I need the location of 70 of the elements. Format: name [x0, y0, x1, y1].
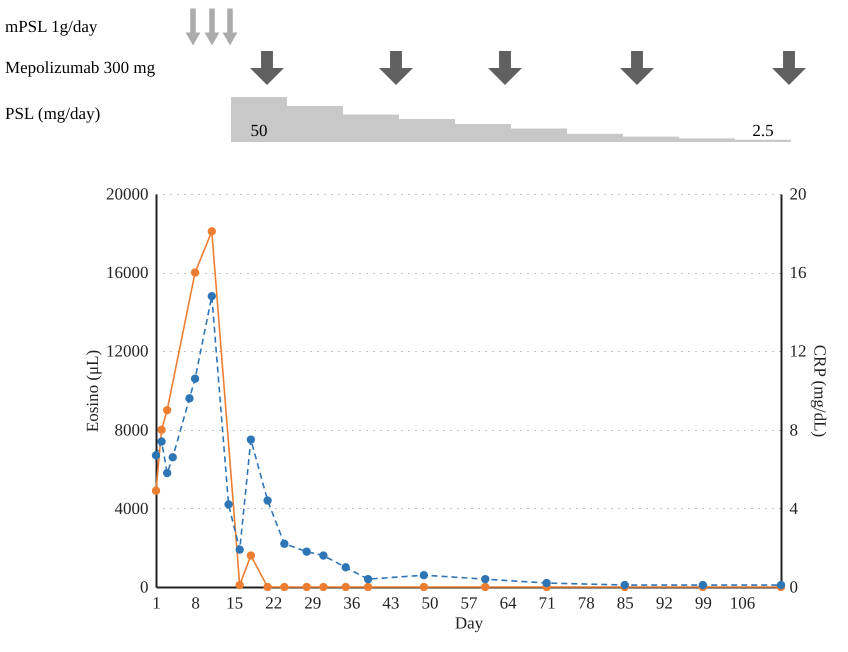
point — [190, 268, 200, 277]
point — [302, 547, 311, 556]
x-tick-label: 43 — [382, 594, 400, 612]
point — [162, 468, 172, 478]
annotation: 50 — [250, 121, 268, 140]
y-tick-label: 12000 — [106, 342, 148, 361]
y-tick-label: 8000 — [114, 420, 148, 440]
text: mPSL 1g/day — [5, 17, 98, 36]
y2-tick-label: 4 — [790, 498, 798, 518]
point — [208, 227, 216, 236]
x-tick-label: 8 — [191, 594, 200, 612]
point — [152, 451, 160, 460]
point — [246, 551, 256, 560]
y2-axis-title: CRP (mg/dL) — [810, 344, 830, 438]
point — [481, 574, 490, 584]
y2-tick-label: 0 — [790, 578, 798, 596]
y-tick-label: 4000 — [114, 498, 148, 518]
x-tick-label: 36 — [343, 594, 360, 612]
y-tick-label: 0 — [140, 578, 148, 596]
x-tick-label: 50 — [421, 594, 438, 612]
point — [364, 582, 372, 592]
point — [420, 582, 428, 592]
point — [185, 394, 194, 403]
x-tick-label: 57 — [460, 594, 478, 612]
x-tick-label: 64 — [500, 594, 518, 612]
text: Mepolizumab 300 mg — [5, 58, 156, 77]
y-axis-title: Eosino (μL) — [83, 350, 102, 432]
y-tick-label: 16000 — [106, 263, 148, 282]
point — [157, 437, 166, 446]
x-tick-label: 22 — [265, 594, 282, 612]
annotation: 2.5 — [752, 121, 774, 140]
y2-tick-label: 12 — [790, 342, 806, 361]
point — [246, 435, 256, 444]
point — [263, 582, 272, 592]
x-tick-label: 1 — [152, 594, 161, 612]
y2-tick-label: 20 — [790, 184, 806, 204]
point — [208, 292, 216, 300]
x-tick-label: 92 — [656, 594, 673, 612]
point — [236, 580, 244, 590]
y-tick-label: 20000 — [106, 184, 148, 204]
point — [168, 453, 177, 462]
point — [280, 582, 289, 592]
x-tick-label: 71 — [538, 594, 556, 612]
point — [542, 578, 551, 588]
point — [420, 571, 428, 580]
point — [280, 540, 289, 548]
y2-tick-label: 16 — [790, 263, 806, 282]
point — [152, 486, 160, 495]
point — [236, 545, 244, 554]
x-tick-label: 85 — [616, 594, 634, 612]
point — [263, 496, 272, 505]
y-axis-title: PSL (mg/day) — [5, 104, 100, 123]
x-tick-label: 78 — [578, 594, 595, 612]
point — [190, 374, 200, 383]
x-axis-title: Day — [454, 614, 484, 632]
point — [224, 500, 233, 509]
point — [302, 582, 311, 592]
point — [319, 582, 328, 592]
point — [162, 406, 172, 414]
point — [364, 574, 372, 584]
point — [481, 582, 490, 592]
x-tick-label: 99 — [694, 594, 712, 612]
x-tick-label: 29 — [304, 594, 322, 612]
x-tick-label: 106 — [730, 594, 756, 612]
y2-tick-label: 8 — [790, 420, 798, 440]
point — [157, 426, 166, 434]
point — [319, 551, 328, 560]
x-tick-label: 15 — [226, 594, 244, 612]
point — [342, 582, 350, 592]
point — [342, 563, 350, 572]
